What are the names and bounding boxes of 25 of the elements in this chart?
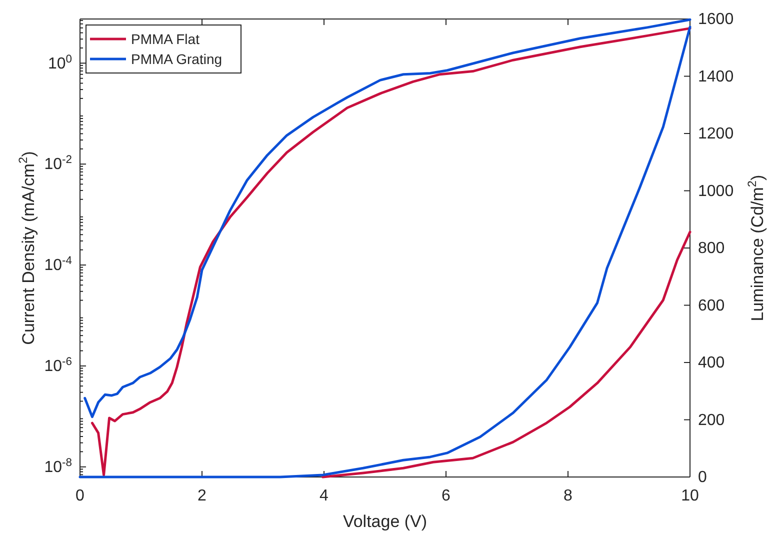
line-series: [322, 230, 692, 478]
legend-label: PMMA Grating: [131, 50, 222, 67]
y2-tick-label: 1400: [698, 68, 734, 86]
line-series: [84, 18, 692, 418]
x-tick-label: 4: [320, 487, 329, 504]
x-tick-label: 10: [681, 487, 699, 504]
x-tick-label: 6: [442, 487, 451, 504]
x-axis-title: Voltage (V): [342, 512, 428, 531]
y-tick-label: 10$^{0}$: [48, 53, 72, 72]
y2-tick-label: 1600: [698, 11, 734, 28]
y-tick-label: 10$^{-8}$: [44, 456, 72, 476]
y2-tick-label: 800: [698, 240, 725, 258]
y2-tick-label: 400: [698, 354, 725, 372]
y-tick-label: 10$^{-6}$: [44, 356, 72, 376]
y2-tick-label: 1200: [698, 126, 734, 143]
y2-tick-label: 600: [698, 297, 725, 314]
y2-tick-label: 0: [698, 469, 707, 486]
legend-label: PMMA Flat: [131, 30, 200, 47]
y-tick-label: 10$^{-4}$: [44, 255, 72, 274]
y2-tick-label: 1000: [698, 182, 734, 200]
y2-tick-label: 200: [698, 412, 725, 429]
x-tick-label: 0: [76, 487, 85, 504]
y-tick-label: 10$^{-2}$: [44, 154, 72, 174]
x-tick-label: 8: [564, 487, 573, 504]
x-tick-label: 2: [198, 487, 207, 504]
